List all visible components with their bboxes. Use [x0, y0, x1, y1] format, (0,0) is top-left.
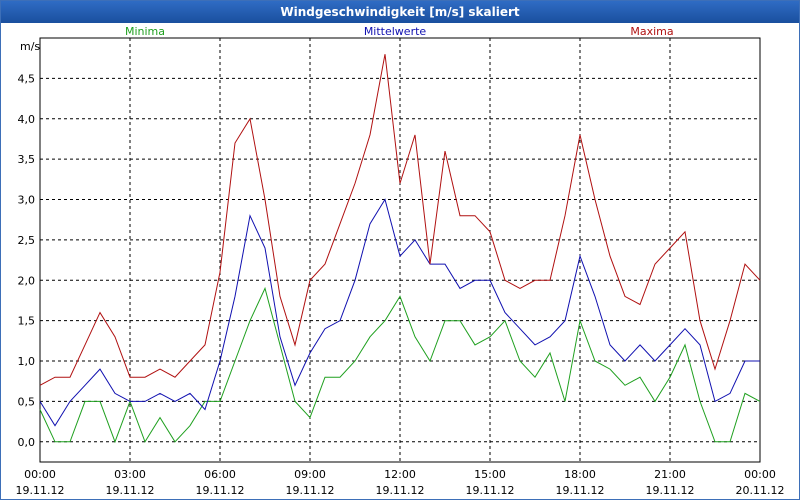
series-line-minima [39, 286, 761, 444]
x-tick-date: 19.11.12 [106, 484, 155, 497]
x-tick-time: 00:00 [24, 468, 56, 481]
legend-maxima: Maxima [630, 25, 673, 38]
legend-minima: Minima [125, 25, 165, 38]
legend: Minima Mittelwerte Maxima [125, 25, 674, 38]
y-tick-label: 4,0 [18, 113, 36, 126]
x-tick-time: 18:00 [564, 468, 596, 481]
series-line-maxima [39, 54, 761, 386]
x-tick-time: 15:00 [474, 468, 506, 481]
x-tick-time: 09:00 [294, 468, 326, 481]
x-tick-date: 19.11.12 [16, 484, 65, 497]
x-tick-date: 19.11.12 [646, 484, 695, 497]
x-tick-time: 06:00 [204, 468, 236, 481]
y-tick-label: 0,5 [18, 395, 36, 408]
x-axis: 00:00 19.11.12 03:00 19.11.12 06:00 19.11.12 0… [16, 468, 785, 497]
y-axis-label: m/s [20, 40, 40, 53]
x-tick-date: 19.11.12 [466, 484, 515, 497]
x-tick-date: 19.11.12 [376, 484, 425, 497]
x-tick-date: 19.11.12 [286, 484, 335, 497]
series-line-mittelwerte [39, 198, 760, 427]
grid [40, 38, 760, 462]
x-tick-time: 00:00 [744, 468, 776, 481]
y-tick-label: 1,0 [18, 355, 36, 368]
series-lines [39, 54, 761, 444]
x-tick-date: 20.11.12 [736, 484, 785, 497]
x-tick-date: 19.11.12 [556, 484, 605, 497]
x-tick-time: 03:00 [114, 468, 146, 481]
plot-frame [39, 37, 761, 463]
y-axis: 0,0 0,5 1,0 1,5 2,0 2,5 3,0 3,5 4,0 4,5 [18, 72, 36, 448]
legend-mittelwerte: Mittelwerte [364, 25, 427, 38]
y-tick-label: 2,5 [18, 234, 36, 247]
y-tick-label: 3,0 [18, 194, 36, 207]
y-tick-label: 4,5 [18, 72, 36, 85]
y-tick-label: 1,5 [18, 315, 36, 328]
x-tick-time: 21:00 [654, 468, 686, 481]
x-tick-time: 12:00 [384, 468, 416, 481]
x-tick-date: 19.11.12 [196, 484, 245, 497]
y-tick-label: 2,0 [18, 274, 36, 287]
y-tick-label: 0,0 [18, 436, 36, 449]
window-title: Windgeschwindigkeit [m/s] skaliert [1, 1, 799, 23]
y-tick-label: 3,5 [18, 153, 36, 166]
